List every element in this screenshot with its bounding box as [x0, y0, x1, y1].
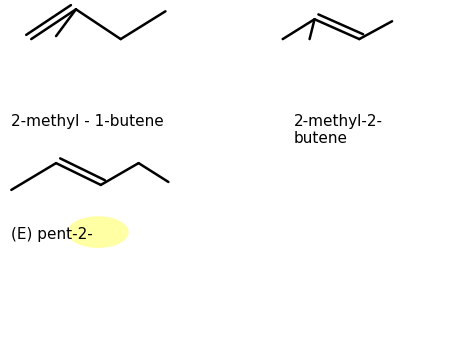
Ellipse shape	[67, 216, 128, 248]
Text: 2-methyl-2-
butene: 2-methyl-2- butene	[293, 114, 383, 147]
Text: (E) pent-2-: (E) pent-2-	[11, 227, 92, 242]
Text: 2-methyl - 1-butene: 2-methyl - 1-butene	[11, 114, 164, 129]
